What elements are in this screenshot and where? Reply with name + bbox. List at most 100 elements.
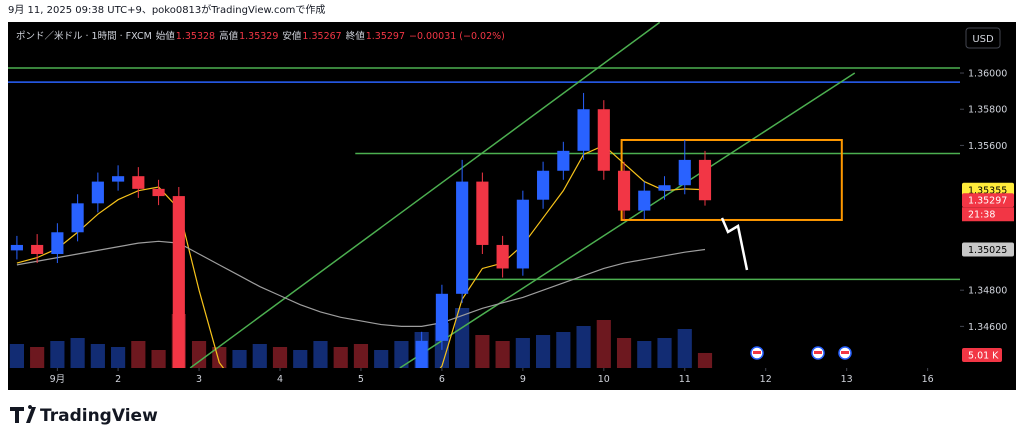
volume-bar — [151, 350, 166, 368]
price-badge — [962, 193, 1014, 208]
candle-body — [274, 395, 286, 406]
volume-bar — [475, 335, 490, 368]
candle-body — [355, 399, 367, 403]
volume-bar — [556, 332, 571, 368]
candle-body — [597, 109, 610, 171]
candle-body — [375, 393, 387, 402]
volume-bar — [212, 347, 227, 368]
volume-bar — [9, 344, 24, 368]
header-text: 1.35267 — [302, 31, 341, 42]
volume-bar — [596, 320, 611, 368]
volume-bar — [30, 347, 45, 368]
volume-bar — [697, 352, 713, 368]
plot — [8, 22, 960, 408]
candle-body — [577, 109, 590, 151]
candle-body — [213, 399, 225, 408]
x-tick-label: 10 — [598, 374, 610, 385]
overlay: 1.34600 1.34800 1.35600 1.35800 1.36000 9月 2 3 4… — [50, 69, 1014, 385]
header-text: 1.35329 — [239, 31, 278, 42]
brand-logo: TradingView — [10, 405, 158, 426]
volume-bar — [272, 347, 288, 368]
candle-body — [91, 181, 104, 204]
price-badge — [962, 242, 1014, 257]
price-badge-label: 1.35025 — [968, 245, 1007, 256]
candle-body — [51, 232, 64, 254]
candle-body — [172, 196, 185, 368]
candle-body — [698, 159, 712, 201]
x-tick-label: 3 — [196, 374, 202, 385]
volume-bar — [313, 341, 328, 368]
header-text: ポンド／米ドル · 1時間 · FXCM — [16, 30, 152, 42]
candle-body — [476, 181, 489, 245]
candle-body — [314, 392, 326, 401]
volume-bar — [637, 341, 652, 368]
x-tick-label: 4 — [277, 374, 283, 385]
volume-bar — [374, 350, 389, 368]
volume-bar — [576, 326, 591, 368]
header-text: 高値 — [219, 30, 239, 42]
caption: 9月 11, 2025 09:38 UTC+9、poko0813がTrading… — [8, 3, 325, 16]
y-tick-label: 1.35600 — [968, 141, 1007, 152]
header-text: 安値 — [282, 30, 302, 42]
candle-body — [456, 181, 469, 294]
event-flag-stripe — [814, 351, 822, 354]
header-text: 始値 — [156, 30, 176, 42]
volume-bar — [70, 338, 85, 368]
candle-body — [335, 392, 347, 399]
candle-body — [10, 244, 23, 251]
candle-body — [152, 188, 165, 197]
header: ポンド／米ドル · 1時間 · FXCM 始値 1.35328 高値 1.35329 安値… — [16, 30, 505, 42]
event-flag-stripe — [841, 351, 849, 354]
countdown-badge — [962, 207, 1014, 222]
volume-bar — [495, 341, 510, 368]
moving-average — [16, 144, 706, 368]
x-tick-label: 5 — [358, 374, 364, 385]
volume-bar — [131, 341, 146, 368]
volume-bar — [455, 308, 470, 368]
x-tick-label: 9月 — [50, 374, 66, 385]
x-tick-label: 2 — [115, 374, 121, 385]
volume-bar — [616, 338, 632, 368]
volume-bar — [394, 341, 409, 368]
countdown-label: 21:38 — [968, 210, 995, 221]
volume-badge — [962, 348, 1002, 362]
volume-bar — [50, 341, 65, 368]
volume-bar — [111, 347, 126, 368]
y-tick-label: 1.36000 — [968, 69, 1007, 80]
trendline — [189, 22, 661, 368]
candle-body — [516, 199, 529, 269]
volume-bar — [657, 338, 672, 368]
currency-label: USD — [972, 34, 994, 45]
candle-body — [638, 190, 651, 211]
x-tick-label: 9 — [520, 374, 526, 385]
x-tick-label: 13 — [841, 374, 853, 385]
volume-bar — [191, 341, 207, 368]
y-tick-label: 1.34600 — [968, 322, 1007, 333]
candle-body — [617, 170, 631, 211]
moving-average — [16, 240, 706, 327]
header-text: 終値 — [346, 30, 366, 42]
volume-bar — [536, 335, 551, 368]
volume-bar — [90, 344, 105, 368]
volume-bar — [232, 350, 247, 368]
volume-bar — [515, 338, 530, 368]
volume-bar — [353, 344, 369, 368]
candle-body — [557, 150, 570, 171]
candle-body — [496, 244, 509, 269]
x-tick-label: 12 — [760, 374, 772, 385]
volume-bar — [677, 329, 692, 368]
candle-body — [254, 395, 266, 402]
candle-body — [132, 176, 145, 189]
candle-body — [435, 293, 448, 341]
price-badge-label: 1.35355 — [968, 185, 1007, 196]
volume-bar — [252, 344, 267, 368]
brand-name: TradingView — [40, 406, 158, 426]
price-badge-label: 1.35297 — [968, 196, 1007, 207]
candle-body — [112, 176, 125, 182]
header-text: 1.35328 — [176, 31, 215, 42]
currency-button[interactable] — [965, 27, 1001, 49]
zigzag-arrow — [720, 217, 749, 271]
candle-body — [233, 402, 245, 407]
